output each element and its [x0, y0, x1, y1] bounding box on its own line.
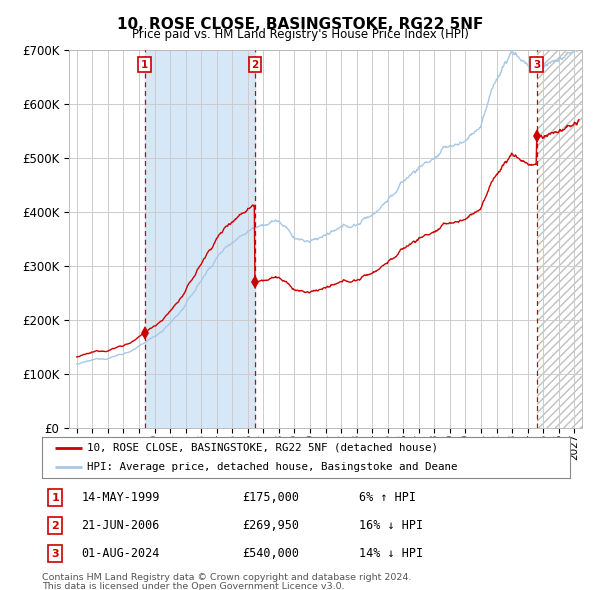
- Text: 3: 3: [52, 549, 59, 559]
- Text: 6% ↑ HPI: 6% ↑ HPI: [359, 491, 416, 504]
- Text: 16% ↓ HPI: 16% ↓ HPI: [359, 519, 423, 532]
- Text: Price paid vs. HM Land Registry's House Price Index (HPI): Price paid vs. HM Land Registry's House …: [131, 28, 469, 41]
- Text: 1: 1: [141, 60, 148, 70]
- Text: £175,000: £175,000: [242, 491, 299, 504]
- Bar: [145, 50, 255, 428]
- Text: 10, ROSE CLOSE, BASINGSTOKE, RG22 5NF (detached house): 10, ROSE CLOSE, BASINGSTOKE, RG22 5NF (d…: [87, 442, 438, 453]
- Text: £269,950: £269,950: [242, 519, 299, 532]
- Text: Contains HM Land Registry data © Crown copyright and database right 2024.: Contains HM Land Registry data © Crown c…: [42, 573, 412, 582]
- Text: 01-AUG-2024: 01-AUG-2024: [82, 547, 160, 560]
- Text: HPI: Average price, detached house, Basingstoke and Deane: HPI: Average price, detached house, Basi…: [87, 462, 457, 472]
- Text: £540,000: £540,000: [242, 547, 299, 560]
- Text: 2: 2: [251, 60, 259, 70]
- Text: 1: 1: [52, 493, 59, 503]
- Bar: [536, 50, 598, 428]
- Text: 2: 2: [52, 521, 59, 530]
- Text: 3: 3: [533, 60, 540, 70]
- Text: 10, ROSE CLOSE, BASINGSTOKE, RG22 5NF: 10, ROSE CLOSE, BASINGSTOKE, RG22 5NF: [117, 17, 483, 31]
- Text: This data is licensed under the Open Government Licence v3.0.: This data is licensed under the Open Gov…: [42, 582, 344, 590]
- Text: 14% ↓ HPI: 14% ↓ HPI: [359, 547, 423, 560]
- Text: 21-JUN-2006: 21-JUN-2006: [82, 519, 160, 532]
- Bar: [536, 50, 598, 428]
- Text: 14-MAY-1999: 14-MAY-1999: [82, 491, 160, 504]
